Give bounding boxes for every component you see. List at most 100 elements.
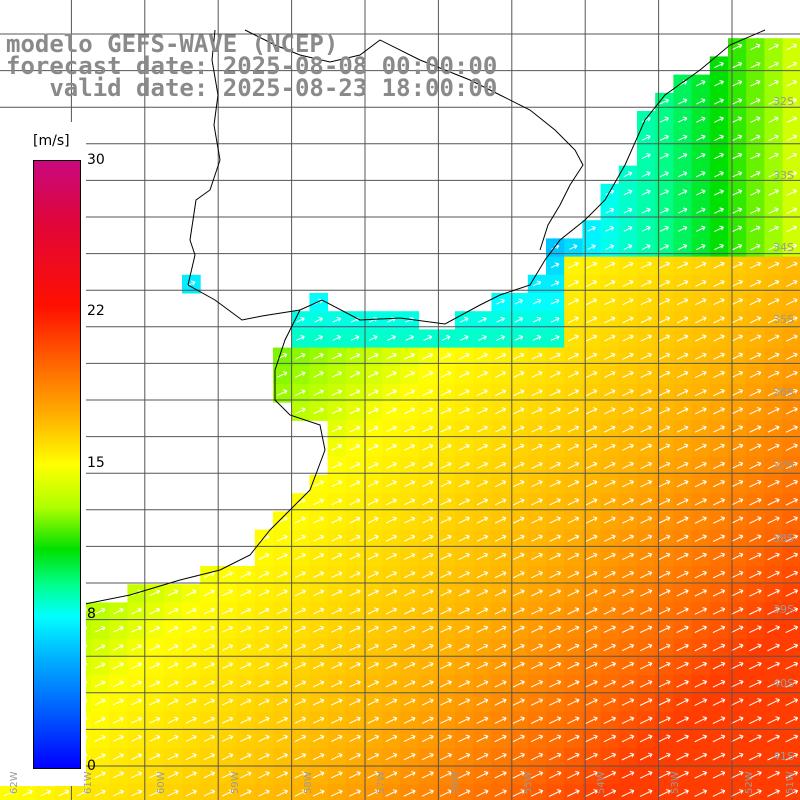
wind-arrow: [494, 570, 507, 579]
wind-arrow: [530, 770, 544, 779]
wind-arrow: [349, 407, 361, 415]
wind-arrow: [313, 371, 324, 378]
wind-arrow: [585, 752, 598, 761]
wind-arrow: [149, 607, 161, 615]
wind-arrow: [312, 734, 325, 742]
wind-arrow: [695, 80, 706, 87]
wind-arrow: [694, 625, 708, 634]
wind-arrow: [712, 643, 726, 652]
wind-arrow: [330, 734, 343, 743]
wind-arrow: [94, 753, 106, 761]
wind-arrow: [258, 662, 270, 670]
wind-arrow: [640, 461, 653, 470]
wind-arrow: [658, 479, 671, 488]
wind-arrow: [658, 607, 671, 615]
wind-arrow: [294, 662, 307, 670]
wind-arrow: [567, 534, 580, 542]
wind-arrow: [786, 61, 798, 69]
wind-arrow: [494, 607, 507, 615]
wind-arrow: [749, 588, 762, 597]
wind-arrow: [731, 570, 744, 579]
wind-arrow: [530, 734, 544, 743]
wind-arrow: [458, 516, 470, 524]
wind-arrow: [623, 207, 633, 214]
wind-arrow: [730, 643, 744, 652]
wind-arrow: [768, 79, 779, 87]
wind-arrow: [458, 352, 470, 360]
wind-arrow: [658, 679, 671, 688]
wind-arrow: [295, 389, 306, 396]
wind-cell: [400, 784, 420, 800]
wind-arrow: [767, 425, 780, 433]
wind-arrow: [640, 661, 653, 670]
wind-arrow: [131, 771, 143, 779]
wind-arrow: [458, 407, 470, 415]
wind-arrow: [331, 552, 343, 560]
wind-arrow: [531, 461, 543, 469]
wind-arrow: [714, 152, 724, 160]
wind-arrow: [203, 716, 215, 724]
wind-arrow: [149, 789, 161, 797]
wind-arrow: [494, 789, 507, 797]
wind-arrow: [603, 534, 616, 542]
wind-arrow: [367, 752, 380, 761]
wind-arrow: [312, 662, 325, 670]
wind-arrow: [785, 716, 799, 725]
wind-arrow: [332, 316, 342, 323]
wind-arrow: [313, 480, 324, 487]
wind-arrow: [203, 662, 215, 670]
wind-arrow: [714, 170, 724, 178]
wind-arrow: [785, 679, 799, 688]
wind-arrow: [749, 334, 762, 342]
wind-arrow: [496, 298, 505, 305]
wind-arrow: [494, 752, 507, 761]
wind-arrow: [513, 480, 525, 488]
wind-arrow: [294, 516, 306, 524]
wind-arrow: [476, 498, 489, 506]
wind-arrow: [714, 243, 724, 251]
wind-arrow: [695, 316, 707, 324]
wind-arrow: [549, 498, 561, 506]
wind-arrow: [258, 734, 270, 742]
wind-arrow: [640, 443, 653, 451]
wind-cell: [36, 784, 56, 800]
wind-arrow: [149, 716, 161, 724]
wind-arrow: [512, 589, 525, 597]
wind-arrow: [585, 389, 598, 397]
wind-arrow: [476, 389, 488, 397]
wind-arrow: [386, 407, 397, 415]
wind-arrow: [658, 770, 671, 779]
wind-arrow: [603, 625, 616, 633]
lon-label-51w: 51W: [785, 771, 796, 794]
wind-arrow: [768, 43, 779, 51]
wind-arrow: [276, 643, 288, 651]
wind-arrow: [585, 352, 598, 360]
wind-arrow: [494, 771, 507, 779]
wind-arrow: [641, 207, 651, 214]
wind-arrow: [476, 716, 489, 724]
wind-arrow: [495, 370, 507, 378]
wind-arrow: [221, 716, 234, 724]
wind-arrow: [276, 662, 288, 670]
wind-arrow: [385, 643, 398, 651]
wind-arrow: [185, 734, 197, 742]
wind-arrow: [695, 207, 706, 214]
wind-arrow: [476, 352, 488, 360]
wind-arrow: [749, 679, 762, 688]
wind-arrow: [551, 244, 560, 250]
wind-arrow: [786, 189, 798, 196]
wind-arrow: [694, 716, 708, 725]
wind-arrow: [694, 643, 708, 652]
wind-arrow: [785, 734, 799, 743]
wind-arrow: [640, 388, 652, 397]
wind-arrow: [695, 298, 707, 306]
wind-arrow: [714, 79, 724, 87]
wind-arrow: [294, 771, 307, 779]
wind-arrow: [677, 189, 688, 196]
wind-arrow: [713, 388, 725, 397]
wind-arrow: [585, 661, 598, 670]
wind-arrow: [440, 625, 452, 633]
wind-arrow: [422, 516, 434, 524]
wind-arrow: [203, 607, 215, 615]
wind-arrow: [458, 480, 470, 488]
